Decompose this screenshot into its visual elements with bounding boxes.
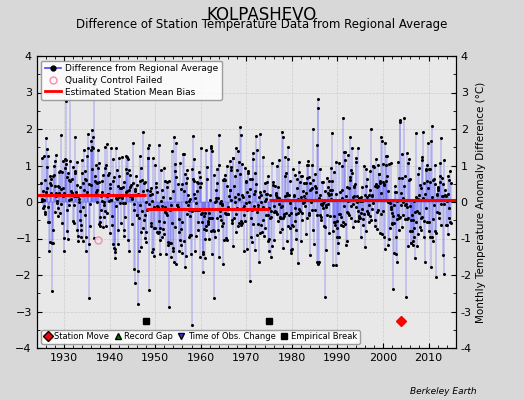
Text: KOLPASHEVO: KOLPASHEVO <box>207 6 317 24</box>
Text: Difference of Station Temperature Data from Regional Average: Difference of Station Temperature Data f… <box>77 18 447 31</box>
Text: Berkeley Earth: Berkeley Earth <box>410 387 477 396</box>
Y-axis label: Monthly Temperature Anomaly Difference (°C): Monthly Temperature Anomaly Difference (… <box>476 81 486 323</box>
Legend: Station Move, Record Gap, Time of Obs. Change, Empirical Break: Station Move, Record Gap, Time of Obs. C… <box>41 330 359 344</box>
